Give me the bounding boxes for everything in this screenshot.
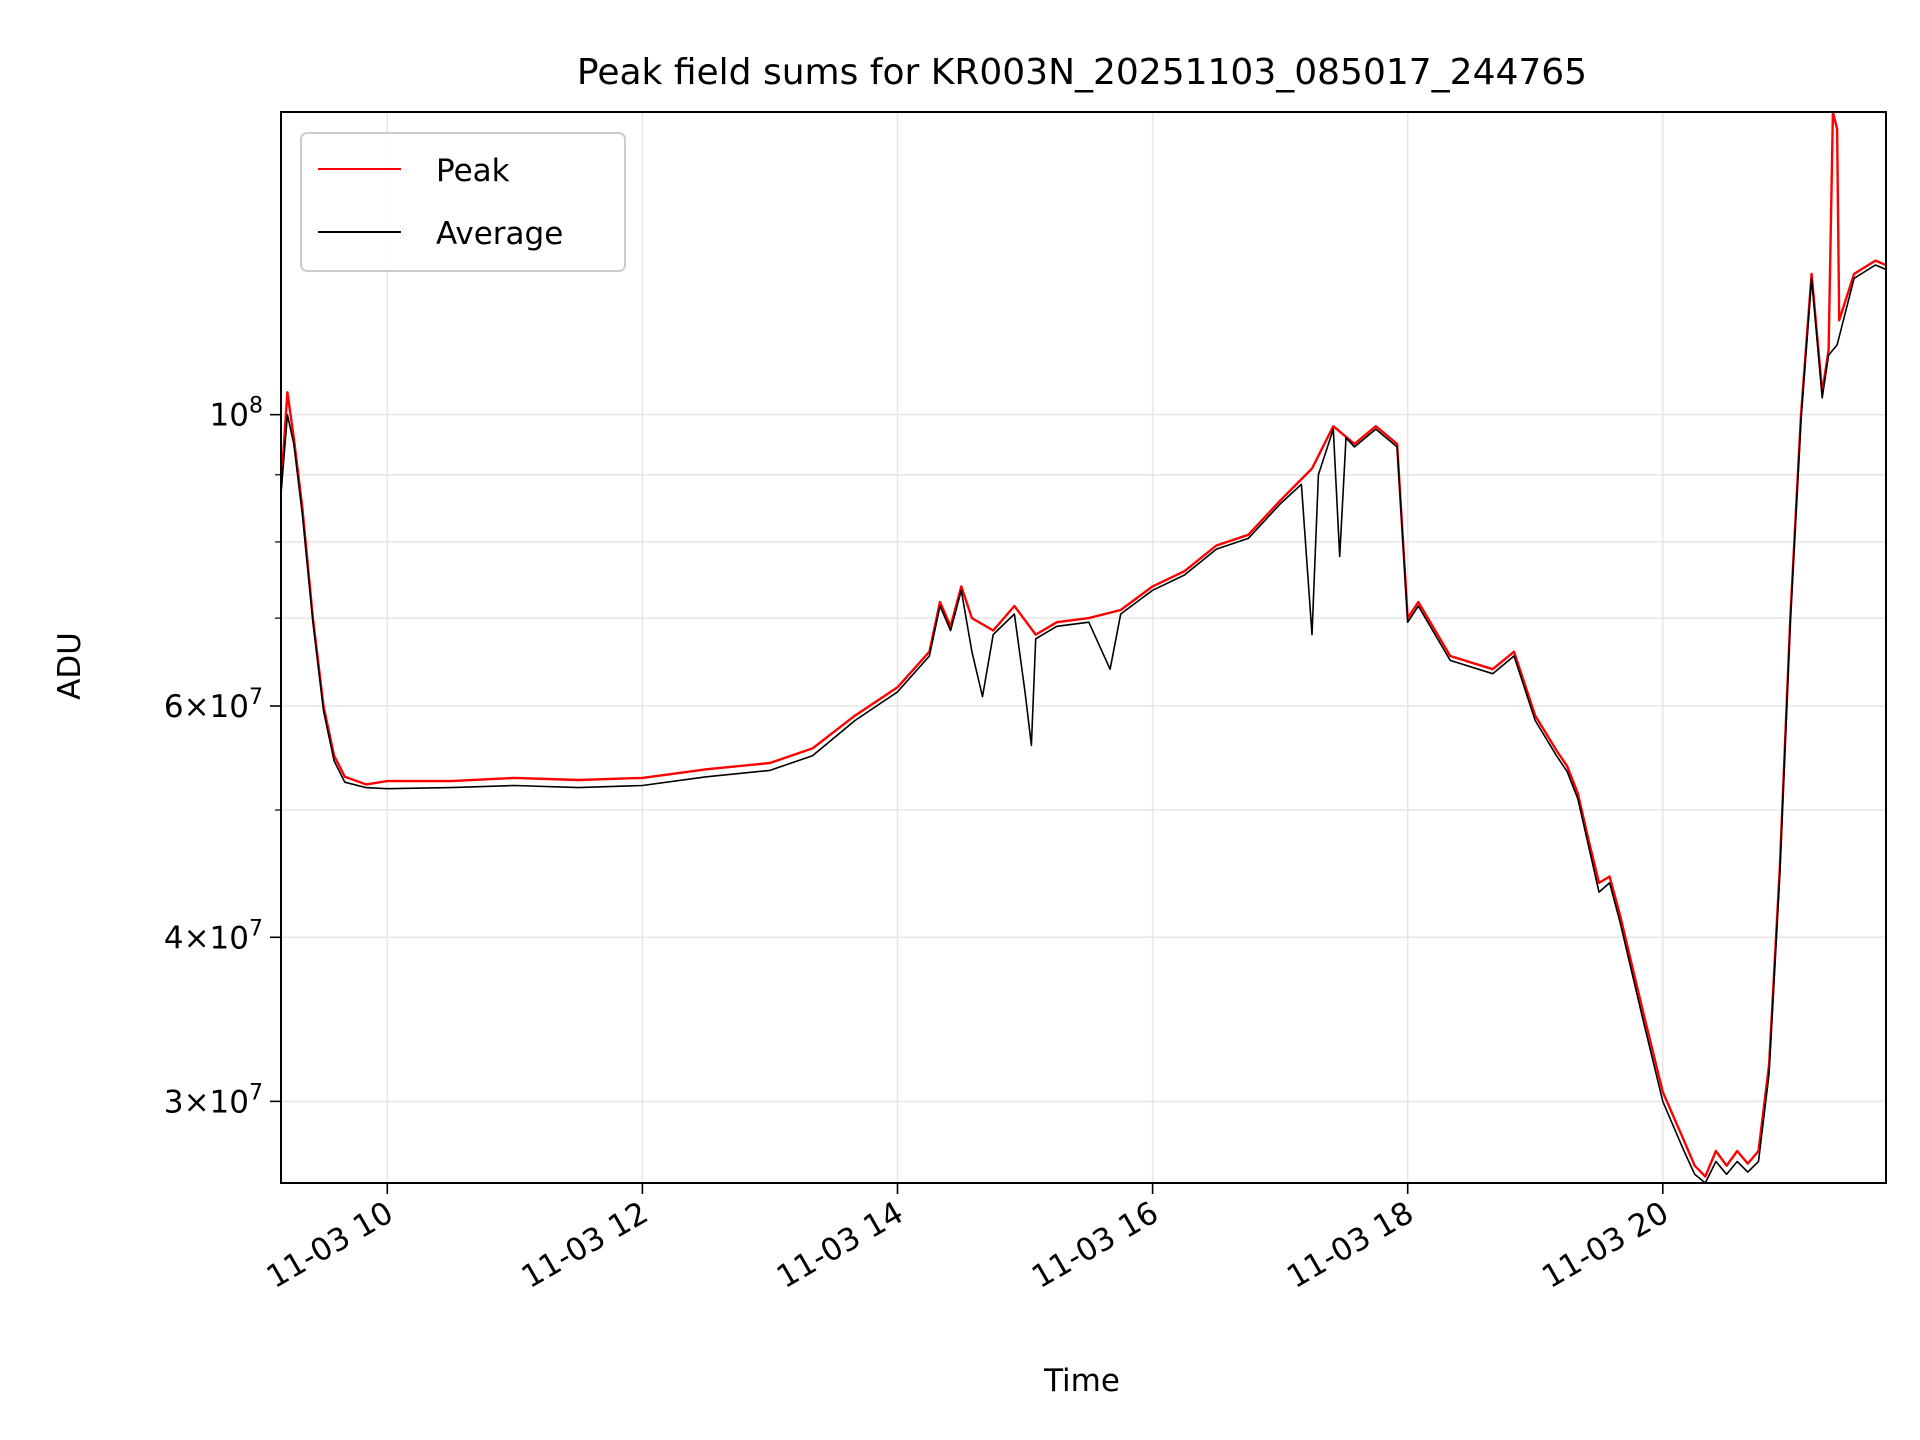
legend-label-average: Average [436,216,563,252]
legend-label-peak: Peak [436,153,510,189]
series-line-peak [281,112,1886,1178]
series-line-average [281,264,1886,1183]
legend: Peak Average [300,132,626,272]
y-tick-label: 6×107 [164,685,263,725]
grid-lines [281,112,1886,1183]
y-tick-label: 3×107 [164,1080,263,1120]
plot-frame [280,111,1887,1184]
y-axis-label: ADU [52,632,88,700]
plot-area [281,112,1886,1183]
y-tick-label: 4×107 [164,916,263,956]
y-tick-label: 108 [210,394,263,434]
chart-title: Peak field sums for KR003N_20251103_0850… [577,52,1587,93]
x-axis-label: Time [1043,1363,1120,1399]
legend-box [300,132,626,272]
